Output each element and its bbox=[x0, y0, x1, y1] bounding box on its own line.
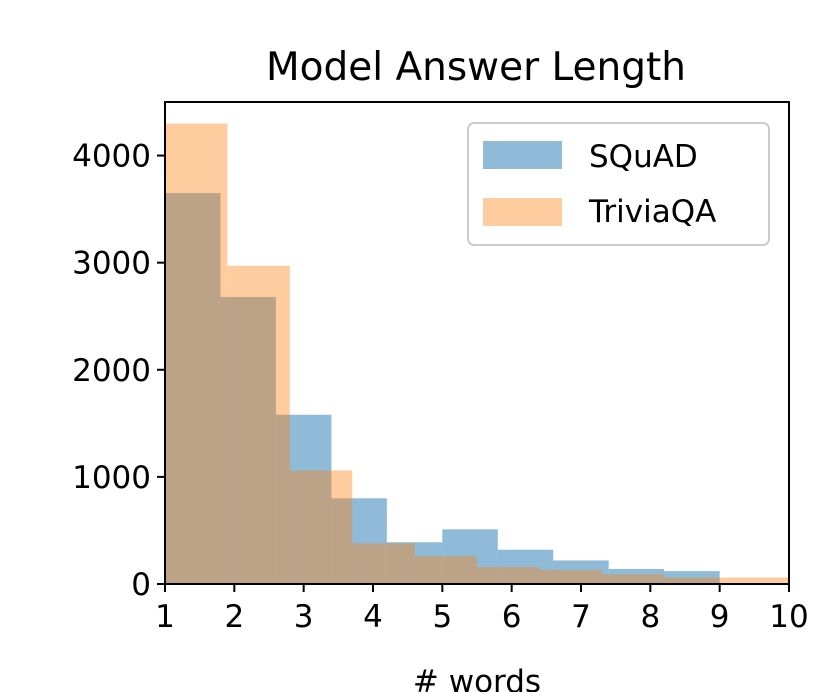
bar-squad-0 bbox=[165, 193, 221, 585]
axes-layer: 1 2 3 4 5 6 7 8 9 10 0 1000 2000 3000 4000 bbox=[72, 139, 809, 635]
bar-squad-7 bbox=[553, 560, 609, 584]
bar-triviaqa-9 bbox=[726, 577, 789, 584]
x-tick-label-8: 8 bbox=[640, 599, 660, 635]
y-tick-label-2000: 2000 bbox=[72, 353, 151, 389]
legend-swatch-triviaqa bbox=[483, 198, 562, 226]
x-tick-label-10: 10 bbox=[769, 599, 808, 635]
legend-label-triviaqa: TriviaQA bbox=[588, 194, 716, 230]
bar-triviaqa-7 bbox=[601, 574, 665, 584]
x-tick-label-4: 4 bbox=[363, 599, 383, 635]
x-tick-label-6: 6 bbox=[502, 599, 522, 635]
bars-layer bbox=[165, 123, 789, 585]
bar-squad-9 bbox=[664, 571, 720, 584]
y-tick-label-0: 0 bbox=[131, 567, 151, 603]
x-tick-label-5: 5 bbox=[432, 599, 452, 635]
legend: SQuAD TriviaQA bbox=[467, 122, 770, 246]
legend-label-squad: SQuAD bbox=[589, 139, 698, 175]
bar-squad-3 bbox=[331, 498, 387, 584]
bar-triviaqa-2 bbox=[289, 470, 353, 584]
bar-squad-6 bbox=[497, 549, 554, 584]
x-axis-label: # words bbox=[413, 664, 541, 692]
legend-swatch-squad bbox=[483, 141, 562, 169]
bar-triviaqa-0 bbox=[165, 123, 228, 584]
x-tick-label-3: 3 bbox=[294, 599, 314, 635]
bar-triviaqa-5 bbox=[477, 566, 540, 584]
x-tick-label-7: 7 bbox=[571, 599, 591, 635]
bar-squad-4 bbox=[386, 542, 443, 584]
bar-squad-1 bbox=[220, 296, 276, 584]
bar-squad-5 bbox=[442, 529, 498, 584]
bar-triviaqa-1 bbox=[227, 265, 290, 584]
bar-triviaqa-4 bbox=[414, 556, 477, 584]
x-tick-label-9: 9 bbox=[710, 599, 730, 635]
x-tick-label-2: 2 bbox=[224, 599, 244, 635]
y-tick-label-1000: 1000 bbox=[72, 460, 151, 496]
chart-title: Model Answer Length bbox=[266, 45, 686, 90]
bar-triviaqa-8 bbox=[664, 577, 727, 584]
y-tick-label-4000: 4000 bbox=[72, 139, 151, 175]
y-tick-label-3000: 3000 bbox=[72, 246, 151, 282]
bar-squad-8 bbox=[608, 569, 665, 584]
x-tick-label-1: 1 bbox=[155, 599, 175, 635]
bar-squad-2 bbox=[275, 414, 332, 584]
plot-frame bbox=[164, 101, 790, 585]
bar-triviaqa-6 bbox=[539, 570, 602, 584]
bar-triviaqa-3 bbox=[352, 543, 415, 584]
